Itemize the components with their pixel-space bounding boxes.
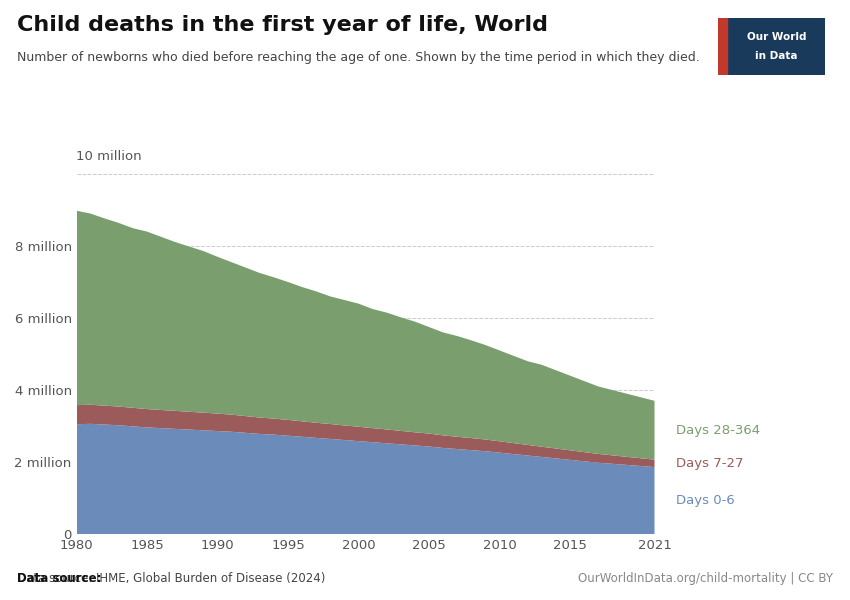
Text: 10 million: 10 million: [76, 150, 142, 163]
Text: Data source: IHME, Global Burden of Disease (2024): Data source: IHME, Global Burden of Dise…: [17, 572, 326, 585]
Text: Number of newborns who died before reaching the age of one. Shown by the time pe: Number of newborns who died before reach…: [17, 51, 700, 64]
Text: in Data: in Data: [756, 51, 798, 61]
Text: Data source:: Data source:: [17, 572, 101, 585]
Text: OurWorldInData.org/child-mortality | CC BY: OurWorldInData.org/child-mortality | CC …: [578, 572, 833, 585]
Text: Days 28-364: Days 28-364: [676, 424, 760, 437]
Text: Our World: Our World: [747, 32, 807, 42]
Text: Days 0-6: Days 0-6: [676, 494, 734, 507]
Text: Child deaths in the first year of life, World: Child deaths in the first year of life, …: [17, 15, 548, 35]
Bar: [718, 18, 727, 75]
Text: Days 7-27: Days 7-27: [676, 457, 743, 470]
